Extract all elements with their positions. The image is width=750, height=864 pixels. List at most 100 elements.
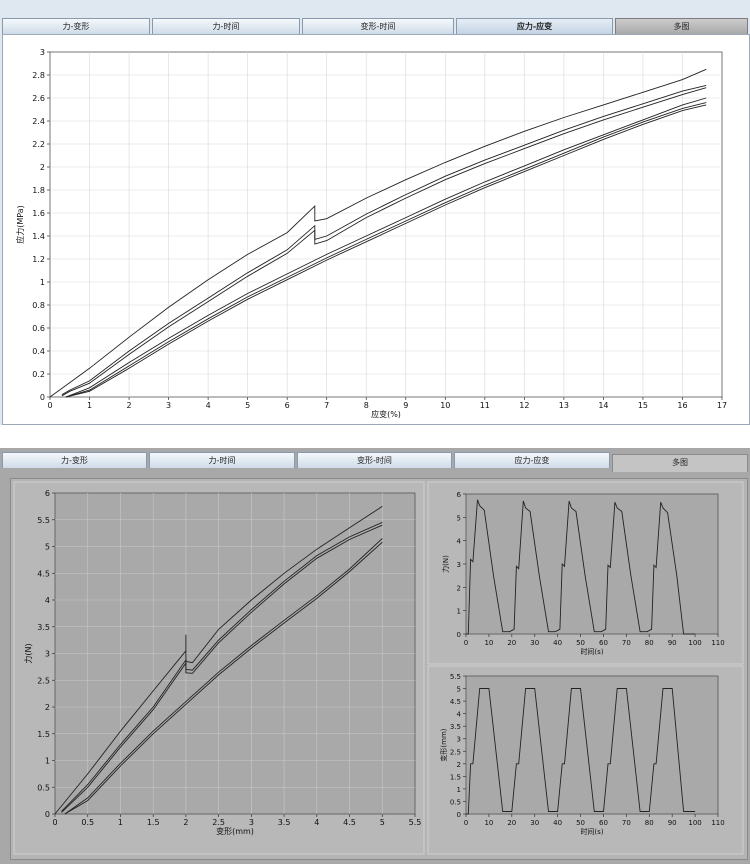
- force-deformation-x-tick-label: 0: [52, 818, 57, 827]
- force-deformation-x-tick-label: 3.5: [278, 818, 291, 827]
- stress-strain-x-tick-label: 17: [717, 401, 727, 410]
- stress-strain-x-tick-label: 16: [677, 401, 687, 410]
- stress-strain-series-line-6: [65, 104, 707, 398]
- deformation-time-x-tick-label: 10: [484, 819, 493, 827]
- stress-strain-y-tick-label: 0.2: [32, 370, 45, 379]
- force-deformation-x-tick-label: 4.5: [343, 818, 356, 827]
- force-time-x-tick-label: 20: [507, 639, 516, 647]
- force-deformation-series-line-1: [54, 506, 383, 815]
- force-time-x-tick-label: 50: [576, 639, 585, 647]
- stress-strain-y-tick-label: 0.6: [32, 324, 45, 333]
- deformation-time-x-tick-label: 0: [464, 819, 468, 827]
- force-deformation-series-line-2: [61, 521, 383, 812]
- stress-strain-y-tick-label: 2.6: [32, 94, 45, 103]
- top-tab-deformation-time[interactable]: 变形-时间: [302, 18, 454, 34]
- bottom-tab-stress-strain[interactable]: 应力-应变: [454, 452, 610, 468]
- stress-strain-x-tick-label: 8: [364, 401, 369, 410]
- deformation-time-y-tick-label: 0.5: [450, 798, 461, 806]
- force-deformation-y-tick-label: 2.5: [37, 676, 50, 685]
- stress-strain-x-tick-label: 1: [87, 401, 92, 410]
- force-deformation-y-tick-label: 5: [45, 543, 50, 552]
- force-time-x-tick-label: 0: [464, 639, 468, 647]
- stress-strain-y-tick-label: 0.4: [32, 347, 45, 356]
- stress-strain-x-tick-label: 15: [638, 401, 648, 410]
- stress-strain-y-axis-label: 应力(MPa): [15, 205, 25, 244]
- deformation-time-x-tick-label: 50: [576, 819, 585, 827]
- stress-strain-series-line-2: [61, 84, 707, 396]
- force-time-y-axis-label: 力(N): [441, 555, 450, 573]
- bottom-tab-force-deformation[interactable]: 力-变形: [2, 452, 147, 468]
- bottom-tab-force-time[interactable]: 力-时间: [149, 452, 295, 468]
- top-tab-force-deformation[interactable]: 力-变形: [2, 18, 150, 34]
- stress-strain-series-line-1: [49, 68, 707, 398]
- force-deformation-x-tick-label: 1: [118, 818, 123, 827]
- deformation-time-y-tick-label: 4.5: [450, 698, 461, 706]
- stress-strain-x-tick-label: 14: [598, 401, 608, 410]
- force-deformation-x-tick-label: 5: [380, 818, 385, 827]
- force-deformation-y-axis-label: 力(N): [23, 643, 33, 663]
- deformation-time-y-tick-label: 0: [457, 811, 461, 819]
- stress-strain-plot-frame: [49, 51, 723, 398]
- stress-strain-y-tick-label: 2: [40, 163, 45, 172]
- force-time-x-tick-label: 100: [688, 639, 701, 647]
- deformation-time-x-tick-label: 20: [507, 819, 516, 827]
- deformation-time-y-tick-label: 1.5: [450, 773, 461, 781]
- deformation-time-x-tick-label: 70: [622, 819, 631, 827]
- force-deformation-y-tick-label: 6: [45, 489, 50, 498]
- force-deformation-x-tick-label: 1.5: [147, 818, 160, 827]
- force-deformation-x-tick-label: 5.5: [409, 818, 422, 827]
- force-deformation-y-tick-label: 4.5: [37, 569, 50, 578]
- stress-strain-x-tick-label: 9: [403, 401, 408, 410]
- stress-strain-y-tick-label: 1: [40, 278, 45, 287]
- force-deformation-y-tick-label: 5.5: [37, 516, 50, 525]
- top-tab-multi-plot[interactable]: 多图: [615, 18, 748, 34]
- deformation-time-x-tick-label: 60: [599, 819, 608, 827]
- force-deformation-y-tick-label: 0.5: [37, 783, 50, 792]
- force-deformation-series-line-3: [61, 524, 383, 813]
- stress-strain-y-tick-label: 1.2: [32, 255, 45, 264]
- top-tab-stress-strain[interactable]: 应力-应变: [456, 18, 613, 34]
- stress-strain-y-tick-label: 3: [40, 48, 45, 57]
- deformation-time-x-tick-label: 110: [711, 819, 724, 827]
- stress-strain-x-tick-label: 10: [440, 401, 450, 410]
- force-time-x-tick-label: 90: [668, 639, 677, 647]
- stress-strain-series-line-3: [61, 87, 707, 397]
- force-deformation-x-tick-label: 2: [183, 818, 188, 827]
- stress-strain-y-tick-label: 2.4: [32, 117, 45, 126]
- force-time-x-tick-label: 10: [484, 639, 493, 647]
- deformation-time-y-tick-label: 5.5: [450, 673, 461, 681]
- force-deformation-series-line-4: [64, 538, 383, 815]
- stress-strain-series-line-5: [65, 102, 707, 398]
- bottom-tab-multi-plot[interactable]: 多图: [612, 454, 748, 472]
- deformation-time-y-axis-label: 变形(mm): [439, 728, 448, 761]
- force-time-x-tick-label: 40: [553, 639, 562, 647]
- stress-strain-y-tick-label: 1.8: [32, 186, 45, 195]
- force-deformation-x-tick-label: 4: [314, 818, 319, 827]
- deformation-time-x-axis-label: 时间(s): [580, 827, 603, 836]
- force-time-x-tick-label: 110: [711, 639, 724, 647]
- stress-strain-x-tick-label: 11: [480, 401, 490, 410]
- force-deformation-x-tick-label: 2.5: [212, 818, 225, 827]
- stress-strain-x-tick-label: 6: [285, 401, 290, 410]
- stress-strain-y-tick-label: 0.8: [32, 301, 45, 310]
- stress-strain-series-line-4: [65, 97, 707, 398]
- force-time-y-tick-label: 0: [457, 631, 461, 639]
- force-time-x-tick-label: 60: [599, 639, 608, 647]
- stress-strain-y-tick-label: 2.2: [32, 140, 45, 149]
- stress-strain-y-tick-label: 2.8: [32, 71, 45, 80]
- force-time-x-tick-label: 30: [530, 639, 539, 647]
- force-time-y-tick-label: 4: [457, 538, 462, 546]
- top-tab-bar: 力-变形 力-时间 变形-时间 应力-应变 多图: [0, 18, 750, 36]
- force-deformation-series-line-5: [64, 541, 383, 815]
- force-time-plot-frame: [465, 493, 719, 635]
- stress-strain-x-tick-label: 13: [559, 401, 569, 410]
- force-time-y-tick-label: 3: [457, 561, 461, 569]
- stress-strain-x-tick-label: 5: [245, 401, 250, 410]
- force-time-x-tick-label: 80: [645, 639, 654, 647]
- bottom-tab-deformation-time[interactable]: 变形-时间: [297, 452, 452, 468]
- stress-strain-x-tick-label: 3: [166, 401, 171, 410]
- top-tab-force-time[interactable]: 力-时间: [152, 18, 300, 34]
- deformation-time-x-tick-label: 90: [668, 819, 677, 827]
- deformation-time-series-line-1: [466, 688, 696, 815]
- deformation-time-x-tick-label: 80: [645, 819, 654, 827]
